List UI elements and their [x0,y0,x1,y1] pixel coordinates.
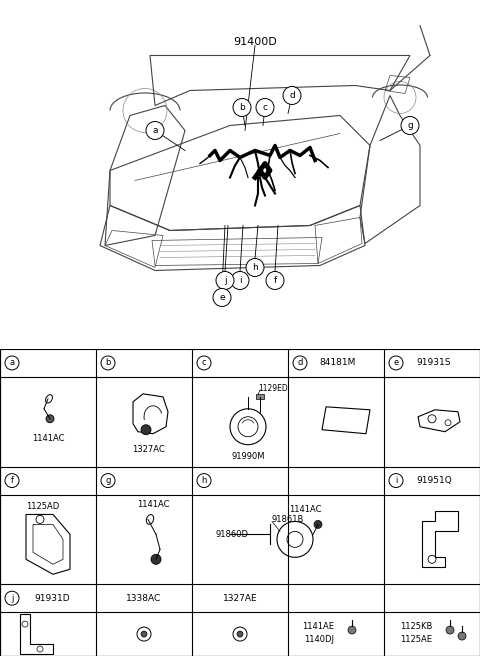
Circle shape [141,631,147,637]
Circle shape [101,356,115,370]
Circle shape [197,474,211,487]
Circle shape [5,356,19,370]
Circle shape [197,356,211,370]
Text: 1129ED: 1129ED [258,384,288,394]
Text: 91400D: 91400D [233,37,277,47]
Circle shape [389,474,403,487]
Circle shape [348,626,356,634]
Bar [256,394,264,399]
Text: 91861B: 91861B [272,515,304,524]
Text: a: a [152,126,158,135]
Text: 91990M: 91990M [231,452,265,461]
Text: h: h [201,476,207,485]
Circle shape [314,520,322,529]
Circle shape [231,272,249,289]
Text: 1141AC: 1141AC [32,434,64,443]
Text: 91951Q: 91951Q [416,476,452,485]
Text: 91860D: 91860D [215,530,248,539]
Circle shape [213,289,231,306]
Circle shape [237,631,243,637]
Text: h: h [252,263,258,272]
Text: 1141AC: 1141AC [137,500,169,509]
Circle shape [283,87,301,104]
Text: e: e [394,358,398,367]
Text: d: d [297,358,303,367]
Circle shape [401,117,419,134]
Text: 91931D: 91931D [34,594,70,603]
Text: b: b [239,103,245,112]
Text: 1327AC: 1327AC [132,445,164,454]
Text: 1141AC: 1141AC [289,505,321,514]
Text: a: a [10,358,14,367]
Text: g: g [407,121,413,130]
Circle shape [151,554,161,564]
Text: i: i [239,276,241,285]
Circle shape [246,258,264,276]
Text: 1141AE: 1141AE [302,622,334,630]
Circle shape [5,474,19,487]
Text: f: f [274,276,276,285]
Text: f: f [11,476,13,485]
Text: j: j [224,276,226,285]
Text: 1338AC: 1338AC [126,594,162,603]
Text: 1125AD: 1125AD [26,502,59,511]
Circle shape [458,632,466,640]
Text: e: e [219,293,225,302]
Circle shape [389,356,403,370]
Text: 1327AE: 1327AE [223,594,257,603]
Circle shape [5,591,19,605]
Text: c: c [202,358,206,367]
Text: c: c [263,103,267,112]
Circle shape [146,121,164,140]
Text: 84181M: 84181M [320,358,356,367]
Text: g: g [105,476,111,485]
Text: 1140DJ: 1140DJ [304,634,334,644]
Text: i: i [395,476,397,485]
Circle shape [233,98,251,117]
Circle shape [216,272,234,289]
Circle shape [266,272,284,289]
Circle shape [46,415,54,422]
Circle shape [101,474,115,487]
Text: j: j [11,594,13,603]
Text: 91931S: 91931S [417,358,451,367]
Text: b: b [105,358,111,367]
Text: 1125KB: 1125KB [400,622,432,630]
Circle shape [446,626,454,634]
Circle shape [141,424,151,435]
Text: d: d [289,91,295,100]
Text: 1125AE: 1125AE [400,634,432,644]
Circle shape [256,98,274,117]
Circle shape [293,356,307,370]
